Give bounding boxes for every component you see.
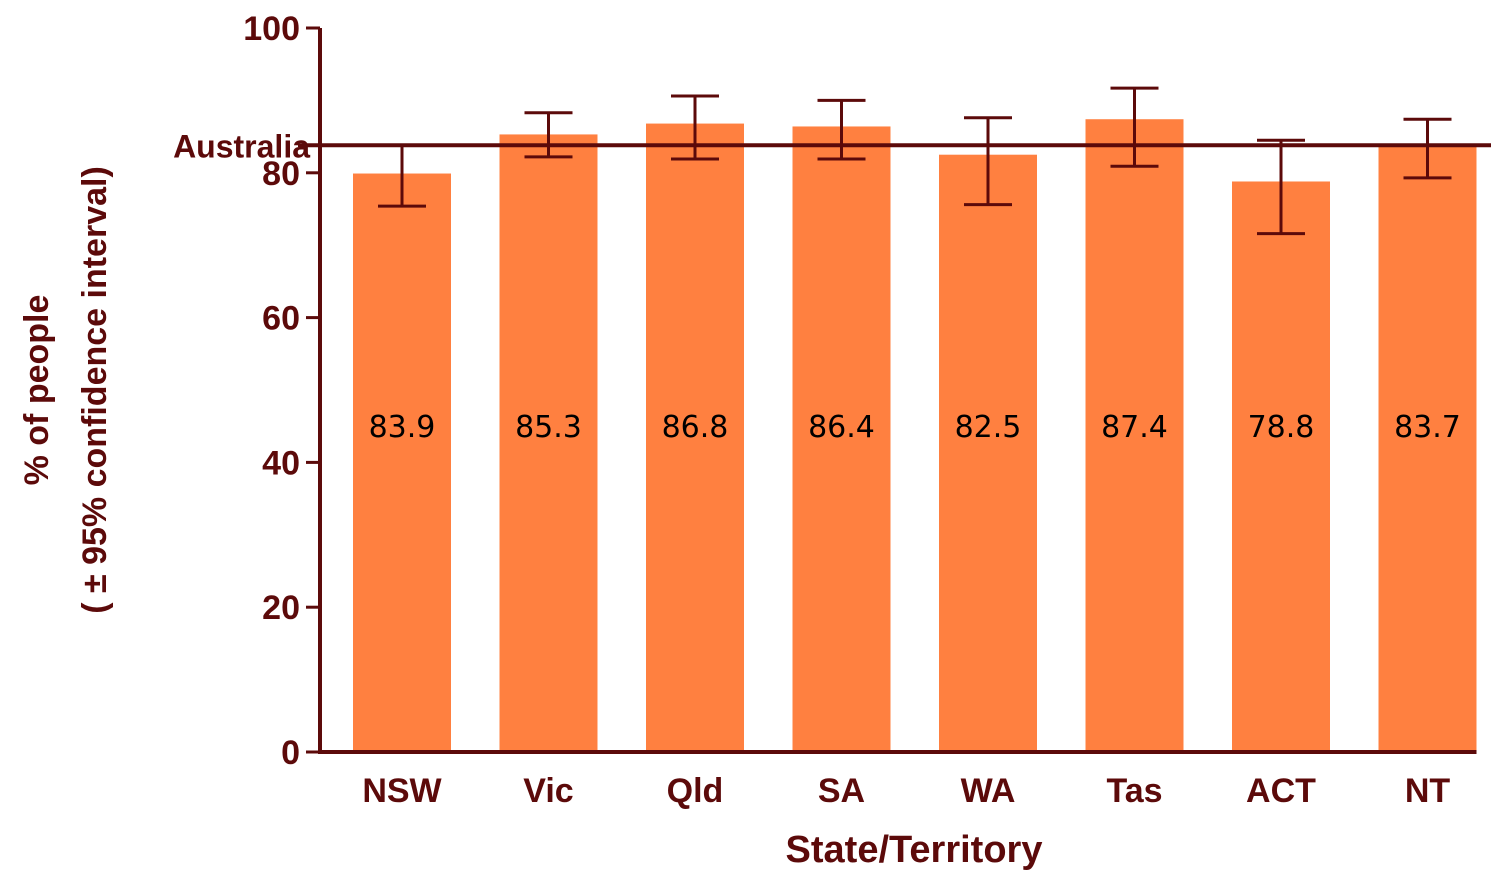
bar-nsw — [353, 173, 451, 753]
bar-value-label-nsw: 83.9 — [369, 410, 436, 445]
error-bar-nt — [1403, 117, 1452, 180]
error-bar-wa — [964, 116, 1012, 207]
x-tick-label-wa: WA — [961, 772, 1016, 810]
bar-nt — [1378, 146, 1477, 753]
error-bar-tas — [1110, 86, 1159, 168]
x-tick-label-sa: SA — [818, 772, 865, 810]
bar-qld — [646, 123, 744, 753]
y-tick-label-100: 100 — [243, 10, 300, 48]
bar-value-label-nt: 83.7 — [1394, 410, 1461, 445]
x-tick-label-nt: NT — [1405, 772, 1451, 810]
error-bar-act — [1257, 138, 1305, 236]
x-tick-label-act: ACT — [1246, 772, 1316, 810]
bar-value-label-act: 78.8 — [1248, 410, 1315, 445]
y-tick-label-80: 80 — [262, 155, 300, 193]
y-tick-label-20: 20 — [262, 589, 300, 627]
bars-layer — [353, 119, 1477, 753]
x-tick-label-vic: Vic — [523, 772, 573, 810]
x-tick-label-qld: Qld — [667, 772, 724, 810]
bar-wa — [939, 154, 1037, 752]
y-tick-label-60: 60 — [262, 300, 300, 338]
y-axis-title-line2: ( ± 95% confidence interval) — [76, 166, 114, 614]
bar-value-label-sa: 86.4 — [808, 410, 875, 445]
y-tick-label-40: 40 — [262, 444, 300, 482]
y-axis-title: % of people ( ± 95% confidence interval) — [18, 166, 114, 614]
tick-layer: NSW Vic Qld SA WA Tas ACT NT 0 20 40 60 80 100 — [243, 10, 1450, 810]
x-tick-label-nsw: NSW — [362, 772, 442, 810]
bar-tas — [1085, 119, 1184, 752]
error-bar-vic — [524, 111, 573, 159]
bar-value-label-wa: 82.5 — [955, 410, 1022, 445]
australia-reference-label: Australia — [173, 128, 310, 164]
x-axis-title: State/Territory — [786, 829, 1043, 871]
bar-sa — [792, 126, 891, 753]
error-bar-sa — [817, 98, 866, 161]
axes-layer — [318, 28, 1477, 754]
error-bar-qld — [671, 94, 719, 161]
reference-line-layer: Australia — [173, 128, 1491, 164]
bar-value-label-tas: 87.4 — [1101, 410, 1168, 445]
bar-value-label-vic: 85.3 — [515, 410, 582, 445]
error-bars-layer — [378, 86, 1452, 236]
bar-act — [1232, 181, 1330, 752]
y-axis-title-line1: % of people — [18, 295, 56, 486]
bar-labels-layer: 83.9 85.3 86.8 86.4 82.5 87.4 78.8 83.7 — [369, 410, 1461, 445]
y-tick-label-0: 0 — [281, 734, 300, 772]
bar-vic — [499, 134, 598, 753]
x-tick-label-tas: Tas — [1106, 772, 1162, 810]
bar-value-label-qld: 86.8 — [662, 410, 729, 445]
